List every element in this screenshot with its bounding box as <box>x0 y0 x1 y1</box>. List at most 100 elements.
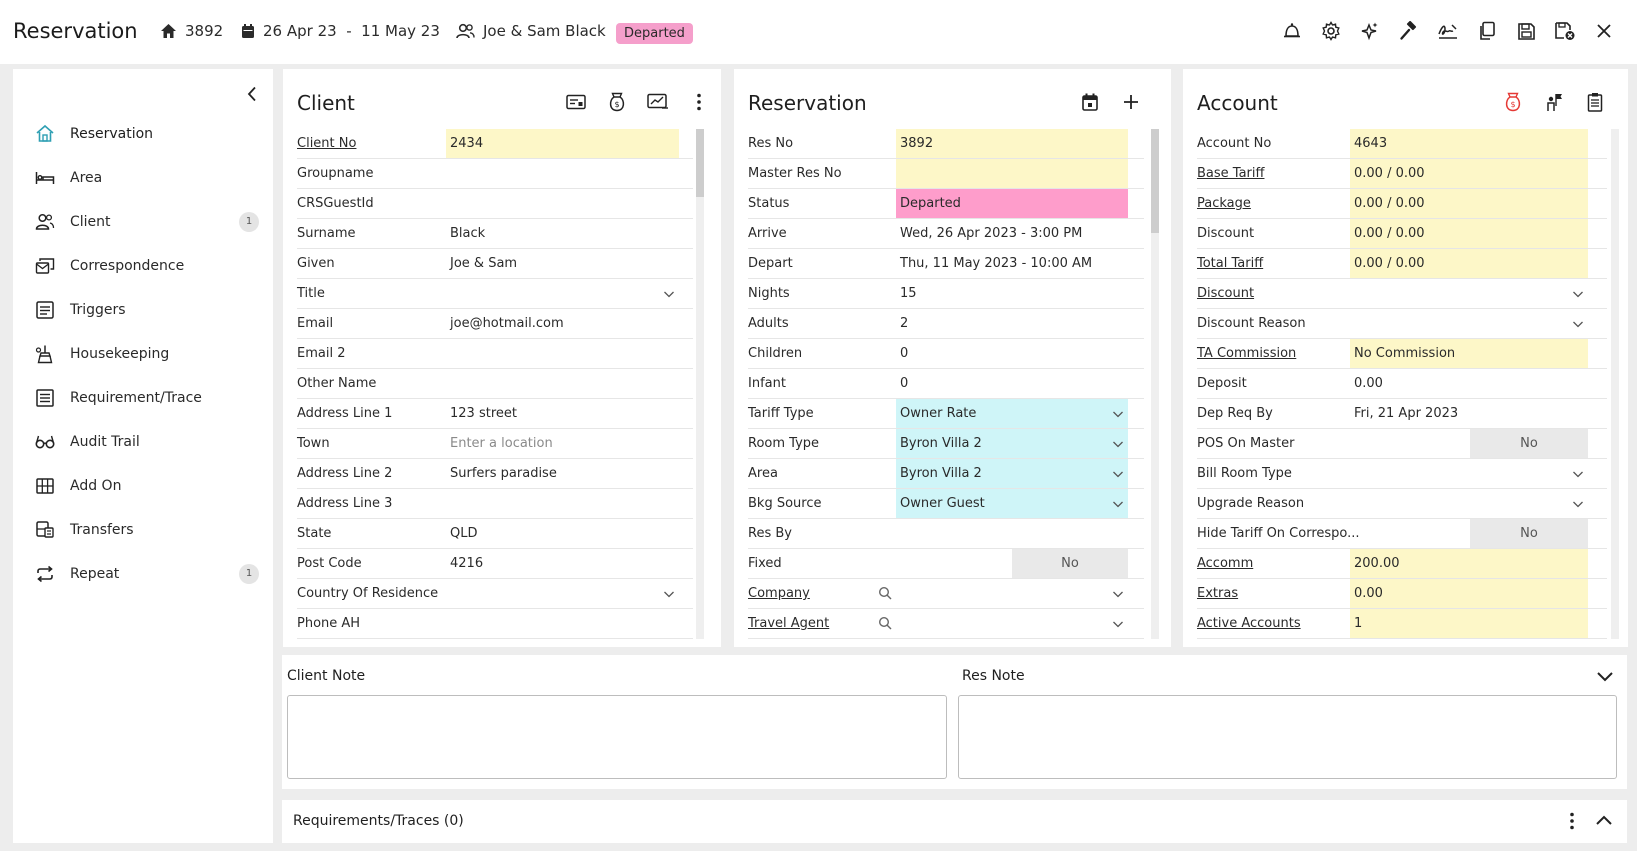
field-value[interactable]: 0 <box>900 346 909 361</box>
field-value[interactable] <box>446 489 679 518</box>
chevron-down-icon[interactable] <box>1595 666 1615 686</box>
sidebar-item-reservation[interactable]: Reservation <box>13 114 273 154</box>
field-value[interactable]: 4643 <box>1350 129 1588 158</box>
field-value[interactable] <box>446 609 679 638</box>
toggle-field[interactable]: No <box>1470 429 1588 458</box>
chevron-down-icon[interactable] <box>1112 498 1124 510</box>
field-value[interactable]: Joe & Sam <box>450 256 518 271</box>
dropdown-field[interactable] <box>446 279 679 308</box>
field-label[interactable]: Discount <box>1197 286 1255 301</box>
sidebar-item-add-on[interactable]: Add On <box>13 466 273 506</box>
field-label[interactable]: Client No <box>297 136 357 151</box>
field-value[interactable]: No Commission <box>1350 339 1588 368</box>
search-icon[interactable] <box>878 586 892 600</box>
gear-icon[interactable] <box>1320 20 1342 42</box>
field-label[interactable]: Extras <box>1197 586 1239 601</box>
dropdown-field[interactable]: Byron Villa 2 <box>896 429 1128 458</box>
dropdown-field[interactable]: Owner Rate <box>896 399 1128 428</box>
field-value[interactable]: 3892 <box>896 129 1128 158</box>
client-scrollbar[interactable] <box>696 129 704 639</box>
field-value[interactable]: 123 street <box>450 406 517 421</box>
dropdown-field[interactable] <box>1350 459 1588 488</box>
sidebar-item-repeat[interactable]: Repeat 1 <box>13 554 273 594</box>
chevron-down-icon[interactable] <box>663 588 675 600</box>
sidebar-item-correspondence[interactable]: Correspondence <box>13 246 273 286</box>
field-value[interactable]: Thu, 11 May 2023 - 10:00 AM <box>900 256 1093 271</box>
res-note-input[interactable] <box>958 695 1617 779</box>
hammer-icon[interactable] <box>1398 20 1420 42</box>
calendar-event-icon[interactable] <box>1079 91 1101 113</box>
id-card-icon[interactable] <box>565 91 587 113</box>
field-value[interactable] <box>446 369 679 398</box>
field-value[interactable]: joe@hotmail.com <box>450 316 564 331</box>
field-label[interactable]: TA Commission <box>1197 346 1297 361</box>
field-value[interactable]: QLD <box>450 526 478 541</box>
field-value[interactable]: 1 <box>1350 609 1588 638</box>
sparkle-star-icon[interactable] <box>1359 20 1381 42</box>
dropdown-field[interactable] <box>1350 279 1588 308</box>
dropdown-field[interactable] <box>1350 489 1588 518</box>
save-close-icon[interactable] <box>1554 20 1576 42</box>
sidebar-item-housekeeping[interactable]: Housekeeping <box>13 334 273 374</box>
field-value[interactable]: 2434 <box>446 129 679 158</box>
field-value[interactable]: Departed <box>896 189 1128 218</box>
sidebar-item-area[interactable]: Area <box>13 158 273 198</box>
clipboard-list-icon[interactable] <box>1584 91 1606 113</box>
field-value[interactable]: 0.00 / 0.00 <box>1350 189 1588 218</box>
sidebar-item-transfers[interactable]: Transfers <box>13 510 273 550</box>
chevron-down-icon[interactable] <box>663 288 675 300</box>
person-flag-icon[interactable] <box>1543 91 1565 113</box>
dropdown-field[interactable] <box>896 579 1128 608</box>
bell-icon[interactable] <box>1281 20 1303 42</box>
client-note-input[interactable] <box>287 695 947 779</box>
field-value[interactable]: 4216 <box>450 556 484 571</box>
dropdown-field[interactable] <box>896 609 1128 638</box>
more-vertical-icon[interactable] <box>1561 810 1583 832</box>
chevron-left-icon[interactable] <box>241 83 263 105</box>
dropdown-field[interactable]: Owner Guest <box>896 489 1128 518</box>
field-value[interactable] <box>896 519 1128 548</box>
more-vertical-icon[interactable] <box>688 91 710 113</box>
dropdown-field[interactable]: Byron Villa 2 <box>896 459 1128 488</box>
field-value[interactable] <box>446 339 679 368</box>
field-value[interactable]: Fri, 21 Apr 2023 <box>1354 406 1459 421</box>
field-value[interactable]: Enter a location <box>450 436 553 451</box>
chevron-up-icon[interactable] <box>1593 810 1615 832</box>
chevron-down-icon[interactable] <box>1112 618 1124 630</box>
field-value[interactable]: 0.00 <box>1350 579 1588 608</box>
field-value[interactable] <box>896 159 1128 188</box>
close-icon[interactable] <box>1593 20 1615 42</box>
save-icon[interactable] <box>1515 20 1537 42</box>
field-value[interactable]: 0.00 / 0.00 <box>1350 249 1588 278</box>
sidebar-item-client[interactable]: Client 1 <box>13 202 273 242</box>
search-icon[interactable] <box>878 616 892 630</box>
field-value[interactable]: 0 <box>900 376 909 391</box>
chevron-down-icon[interactable] <box>1112 468 1124 480</box>
money-bag-alert-icon[interactable]: $ <box>1502 91 1524 113</box>
dropdown-field[interactable] <box>446 579 679 608</box>
field-label[interactable]: Travel Agent <box>748 616 830 631</box>
chevron-down-icon[interactable] <box>1112 408 1124 420</box>
signature-icon[interactable] <box>1437 20 1459 42</box>
plus-icon[interactable] <box>1120 91 1142 113</box>
field-label[interactable]: Base Tariff <box>1197 166 1265 181</box>
field-value[interactable] <box>446 189 679 218</box>
field-value[interactable]: 0.00 / 0.00 <box>1350 219 1588 248</box>
chart-card-icon[interactable] <box>647 91 669 113</box>
field-value[interactable]: 200.00 <box>1350 549 1588 578</box>
field-value[interactable]: 2 <box>900 316 909 331</box>
toggle-field[interactable]: No <box>1012 549 1128 578</box>
money-bag-icon[interactable]: $ <box>606 91 628 113</box>
sidebar-item-requirement-trace[interactable]: Requirement/Trace <box>13 378 273 418</box>
field-value[interactable]: 0.00 / 0.00 <box>1350 159 1588 188</box>
dropdown-field[interactable] <box>1350 309 1588 338</box>
field-value[interactable]: Black <box>450 226 486 241</box>
account-scrollbar[interactable] <box>1611 129 1619 639</box>
chevron-down-icon[interactable] <box>1572 288 1584 300</box>
sidebar-item-triggers[interactable]: Triggers <box>13 290 273 330</box>
field-value[interactable]: 0.00 <box>1354 376 1383 391</box>
field-label[interactable]: Accomm <box>1197 556 1254 571</box>
field-value[interactable]: 15 <box>900 286 917 301</box>
chevron-down-icon[interactable] <box>1572 468 1584 480</box>
field-value[interactable] <box>446 159 679 188</box>
